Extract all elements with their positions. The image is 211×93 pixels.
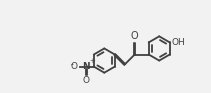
- Text: O: O: [70, 62, 77, 71]
- Text: +: +: [89, 58, 95, 64]
- Text: O: O: [83, 76, 90, 85]
- Text: N: N: [83, 62, 90, 71]
- Text: O: O: [131, 31, 138, 41]
- Text: -: -: [70, 60, 73, 69]
- Text: OH: OH: [171, 38, 185, 47]
